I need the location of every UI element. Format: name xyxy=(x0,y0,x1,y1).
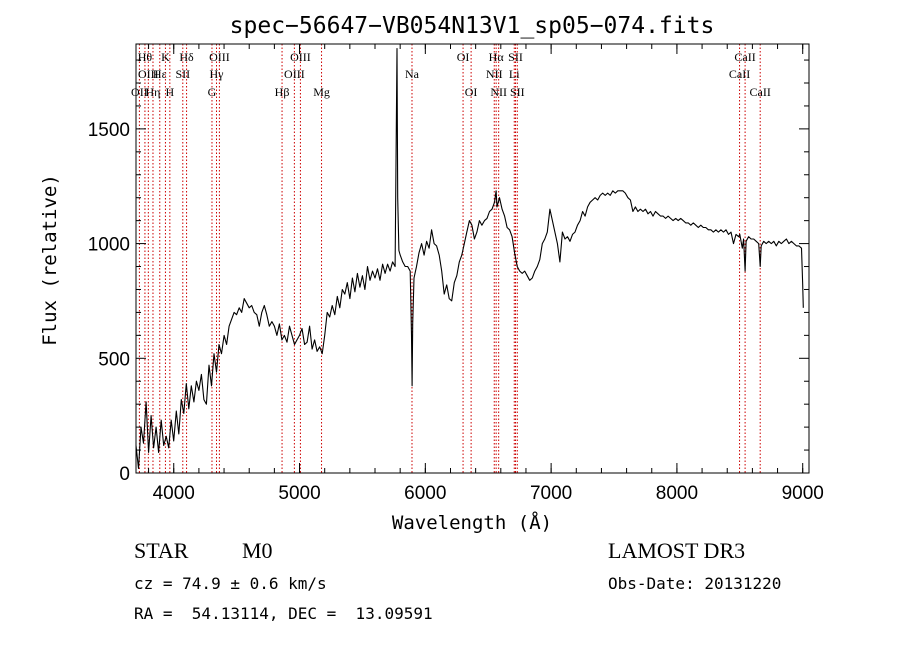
y-tick-label: 500 xyxy=(98,349,130,370)
line-label: CaII xyxy=(729,67,750,81)
line-label: K xyxy=(161,50,170,64)
y-tick-label: 0 xyxy=(119,464,130,485)
y-tick-label: 1000 xyxy=(88,235,130,256)
class-label: STAR xyxy=(134,538,189,563)
spectrum-line xyxy=(135,48,804,469)
x-tick-label: 4000 xyxy=(153,483,195,504)
redshift-label: cz = 74.9 ± 0.6 km/s xyxy=(134,574,327,593)
line-label: OIII xyxy=(209,50,230,64)
coords-label: RA = 54.13114, DEC = 13.09591 xyxy=(134,604,433,623)
x-tick-label: 6000 xyxy=(404,483,446,504)
line-labels: OIIHθOIIIHηHεKHSIIHδGHγOIIIHβOIIIOIIIMgN… xyxy=(131,50,771,99)
axes: 4000 5000 6000 7000 8000 9000 0 500 1000 1500 xyxy=(88,43,824,504)
line-label: CaII xyxy=(750,85,771,99)
subclass-label: M0 xyxy=(242,538,273,563)
line-label: SII xyxy=(175,67,190,81)
x-tick-label: 8000 xyxy=(656,483,698,504)
line-label: Hδ xyxy=(179,50,194,64)
line-label: SII xyxy=(510,85,525,99)
plot-frame xyxy=(135,43,810,474)
chart-title: spec−56647−VB054N13V1_sp05−074.fits xyxy=(230,13,715,39)
line-label: Li xyxy=(509,67,520,81)
x-tick-label: 7000 xyxy=(530,483,572,504)
line-label: NII xyxy=(490,85,507,99)
line-label: Hε xyxy=(153,67,167,81)
line-label: Hγ xyxy=(210,67,225,81)
line-label: H xyxy=(166,85,175,99)
line-label: Mg xyxy=(313,85,330,99)
line-label: Hβ xyxy=(275,85,290,99)
line-label: OI xyxy=(465,85,478,99)
line-label: OII xyxy=(131,85,148,99)
line-label: OIII xyxy=(284,67,305,81)
x-tick-label: 9000 xyxy=(782,483,824,504)
obs-date-label: Obs-Date: 20131220 xyxy=(608,574,782,593)
survey-label: LAMOST DR3 xyxy=(608,538,746,563)
x-axis-label: Wavelength (Å) xyxy=(392,511,552,534)
x-tick-label: 5000 xyxy=(278,483,320,504)
line-label: CaII xyxy=(734,50,755,64)
line-markers xyxy=(138,44,761,473)
line-label: G xyxy=(208,85,217,99)
line-label: Hα xyxy=(489,50,505,64)
line-label: OIII xyxy=(290,50,311,64)
line-label: OI xyxy=(457,50,470,64)
line-label: Na xyxy=(405,67,420,81)
line-label: NII xyxy=(486,67,503,81)
line-label: Hθ xyxy=(138,50,153,64)
line-label: SII xyxy=(508,50,523,64)
line-label: OIII xyxy=(138,67,159,81)
y-tick-label: 1500 xyxy=(88,120,130,141)
line-label: Hη xyxy=(146,85,161,99)
series-layer xyxy=(135,48,804,469)
y-axis-label: Flux (relative) xyxy=(39,174,61,346)
